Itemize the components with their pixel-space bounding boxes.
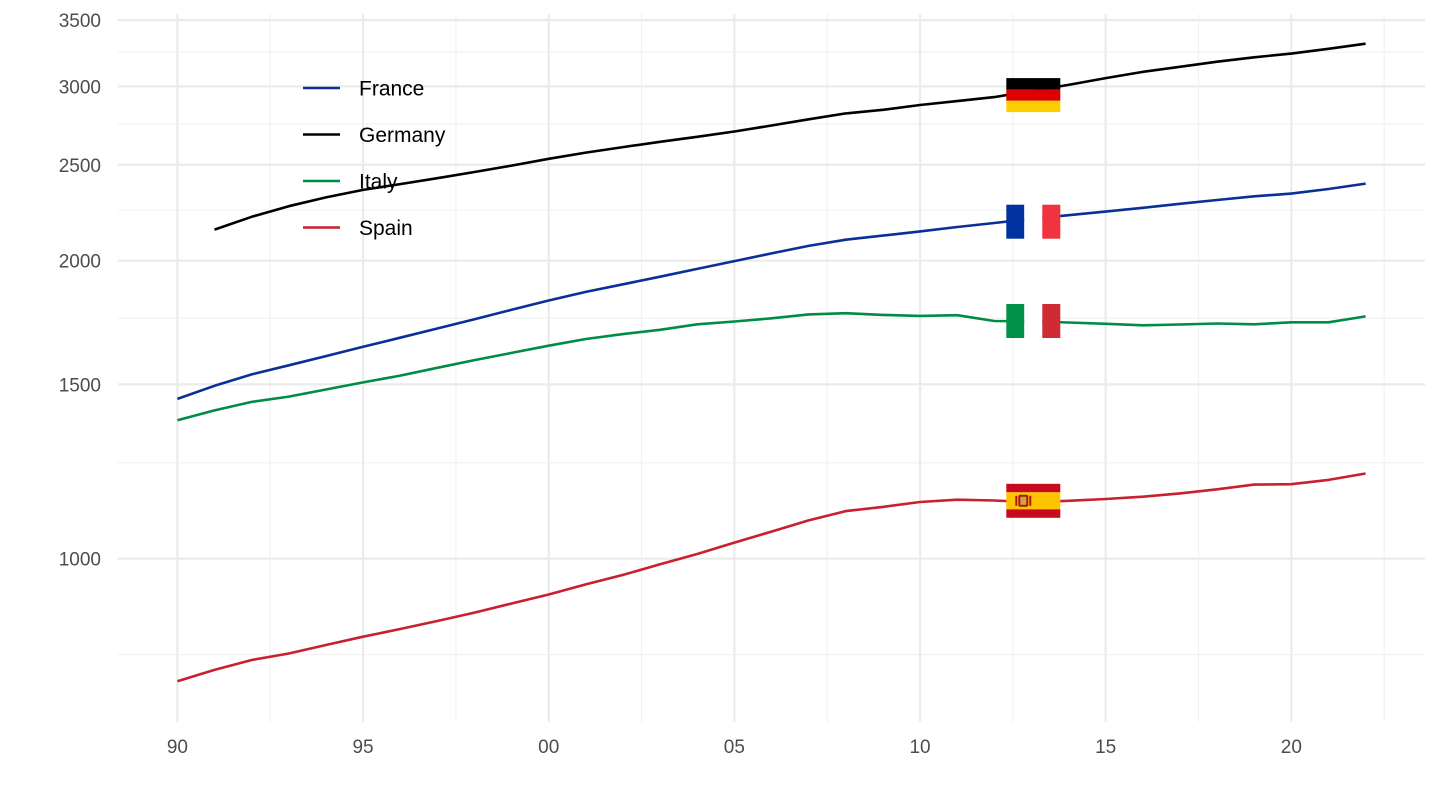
- series-line-germany: [214, 42, 1366, 231]
- italy-flag: [1006, 304, 1061, 338]
- y-tick-label: 2500: [59, 156, 101, 177]
- series-lines: [176, 42, 1366, 683]
- spain-flag: [1006, 483, 1061, 518]
- legend-item-spain: Spain: [303, 217, 413, 240]
- x-tick-label: 00: [538, 737, 559, 758]
- legend-label: Spain: [359, 217, 413, 240]
- series-line-italy: [177, 311, 1366, 422]
- series-line-spain: [177, 472, 1366, 683]
- legend: France Germany Italy Spain: [303, 78, 446, 240]
- x-tick-label: 10: [909, 737, 930, 758]
- legend-label: Germany: [359, 124, 446, 147]
- y-tick-label: 3000: [59, 77, 101, 98]
- x-axis-tick-labels: 90 95 00 05 10 15 20: [167, 737, 1302, 758]
- y-tick-label: 1000: [59, 550, 101, 571]
- x-tick-label: 95: [352, 737, 373, 758]
- legend-item-france: France: [303, 78, 424, 101]
- legend-label: France: [359, 78, 424, 101]
- germany-flag: [1006, 78, 1061, 113]
- y-axis-tick-labels: 1000 1500 2000 2500 3000 3500: [59, 11, 101, 571]
- grid-lines: [118, 14, 1425, 722]
- y-tick-label: 1500: [59, 375, 101, 396]
- x-tick-label: 05: [724, 737, 745, 758]
- legend-item-germany: Germany: [303, 124, 446, 147]
- legend-label: Italy: [359, 171, 398, 194]
- france-flag: [1006, 204, 1061, 239]
- spain-coat-of-arms-icon: [1015, 494, 1032, 507]
- legend-item-italy: Italy: [303, 171, 398, 194]
- series-line-france: [176, 182, 1366, 401]
- x-tick-label: 15: [1095, 737, 1116, 758]
- country-flags: [1006, 78, 1061, 518]
- x-tick-label: 20: [1281, 737, 1302, 758]
- y-tick-label: 3500: [59, 11, 101, 32]
- x-tick-label: 90: [167, 737, 188, 758]
- y-tick-label: 2000: [59, 252, 101, 273]
